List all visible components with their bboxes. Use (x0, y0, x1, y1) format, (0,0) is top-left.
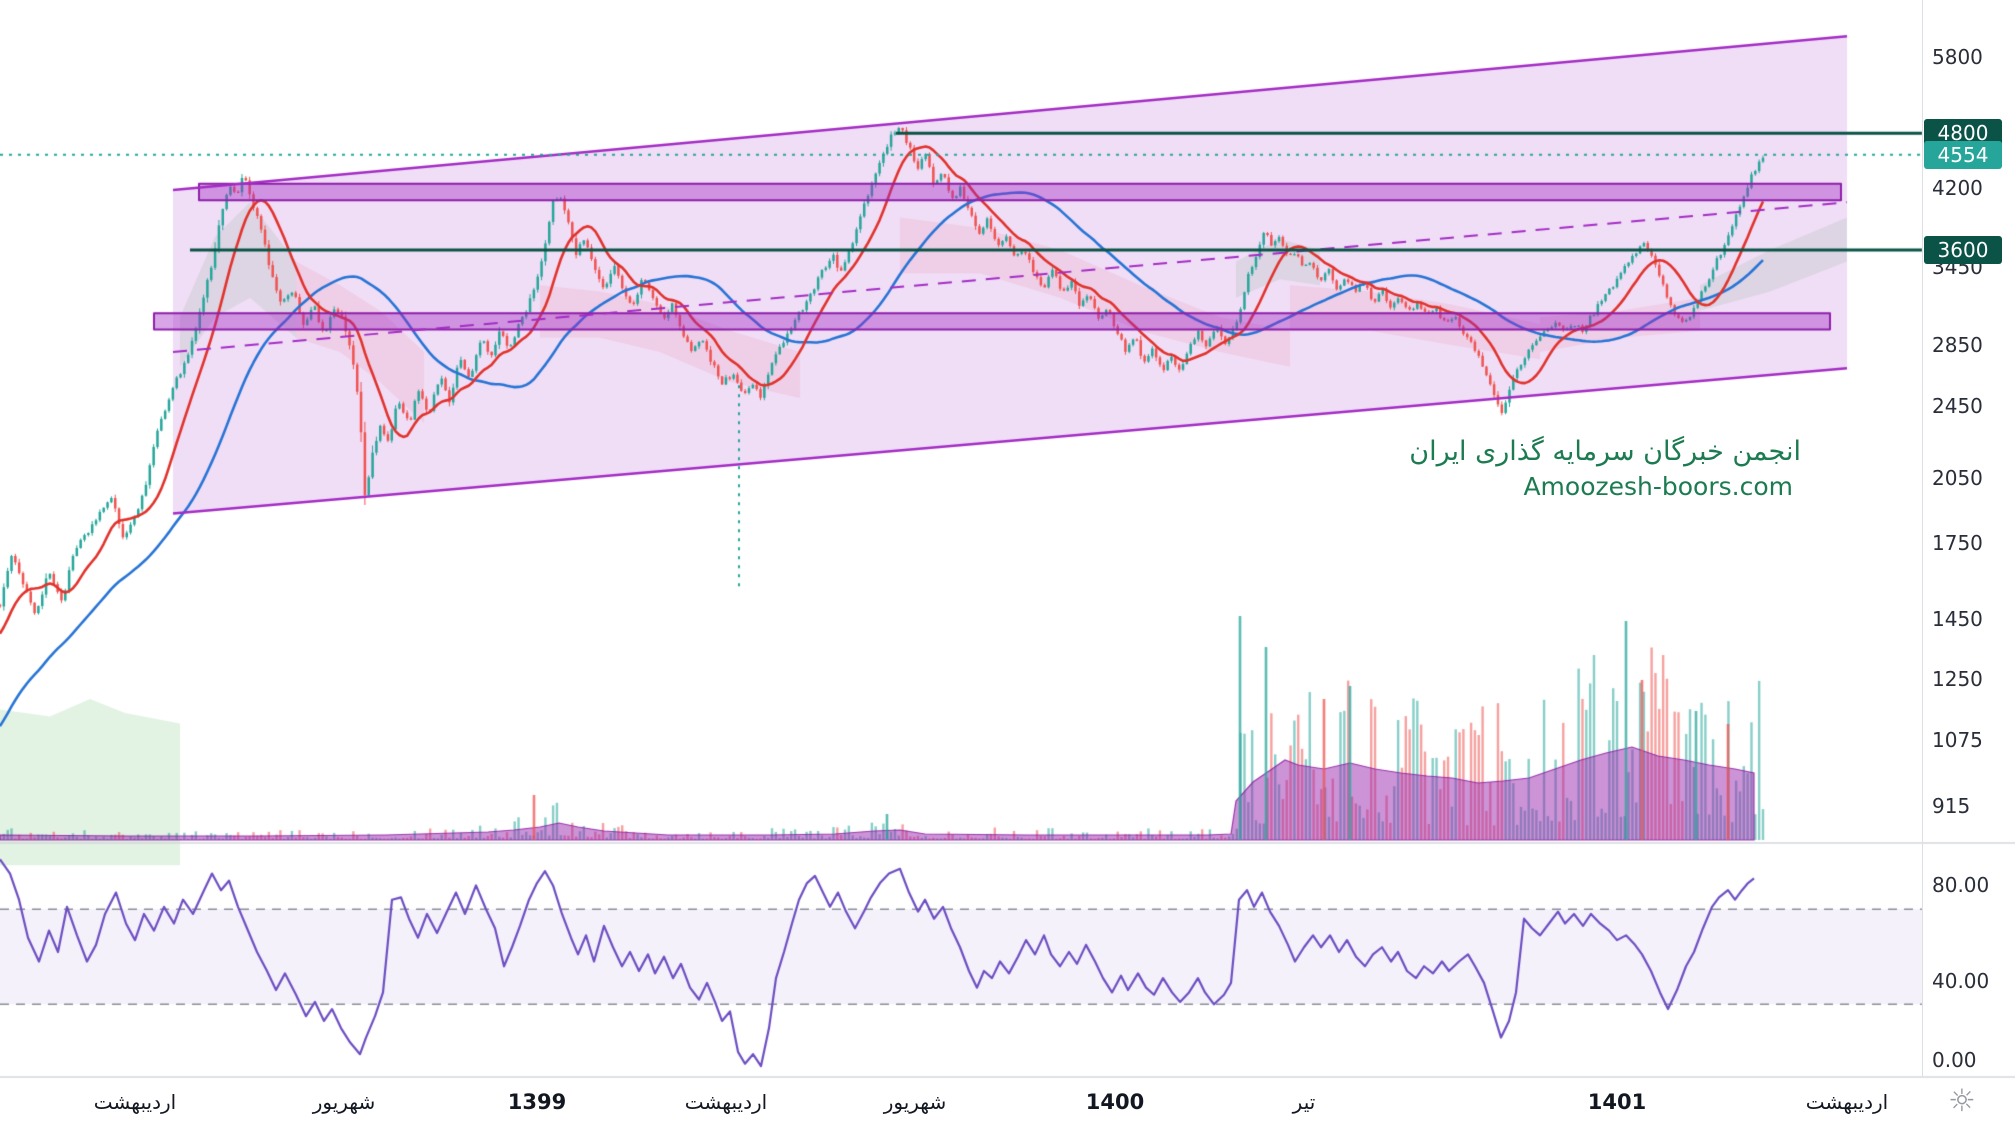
price-tick-1450: 1450 (1932, 606, 1983, 631)
time-tick-7: 1401 (1587, 1090, 1647, 1114)
time-tick-4: شهریور (883, 1090, 947, 1114)
time-axis[interactable]: اردیبهشت شهریور 1399 اردیبهشت شهریور 1400 تیر 1… (0, 1077, 2015, 1128)
rsi-tick-0.00: 0.00 (1932, 1048, 1977, 1072)
price-badge-4554: 4554 (1924, 140, 2002, 169)
price-tick-1075: 1075 (1932, 728, 1983, 753)
time-tick-2: 1399 (507, 1090, 567, 1114)
time-tick-0: اردیبهشت (93, 1090, 177, 1114)
settings-sun-icon[interactable]: ☼ (1948, 1083, 1976, 1119)
time-tick-3: اردیبهشت (684, 1090, 768, 1114)
rsi-tick-40.00: 40.00 (1932, 968, 1990, 993)
time-tick-6: تیر (1292, 1090, 1316, 1114)
price-tick-1750: 1750 (1932, 530, 1983, 555)
time-tick-1: شهریور (312, 1090, 376, 1114)
price-tick-2850: 2850 (1932, 332, 1983, 357)
price-tick-2050: 2050 (1932, 466, 1983, 491)
rsi-tick-80.00: 80.00 (1932, 873, 1990, 898)
price-tick-4200: 4200 (1932, 175, 1983, 200)
price-badge-3600: 3600 (1924, 236, 2002, 265)
price-tick-915: 915 (1932, 793, 1971, 818)
price-tick-5800: 5800 (1932, 44, 1983, 69)
price-tick-1250: 1250 (1932, 667, 1983, 692)
price-tick-2450: 2450 (1932, 394, 1983, 419)
time-tick-5: 1400 (1085, 1090, 1145, 1114)
price-axis[interactable]: 5800 4200 3450 2850 2450 2050 1750 1450 1250 1075… (1922, 0, 2015, 1077)
time-tick-8: اردیبهشت (1805, 1090, 1889, 1114)
